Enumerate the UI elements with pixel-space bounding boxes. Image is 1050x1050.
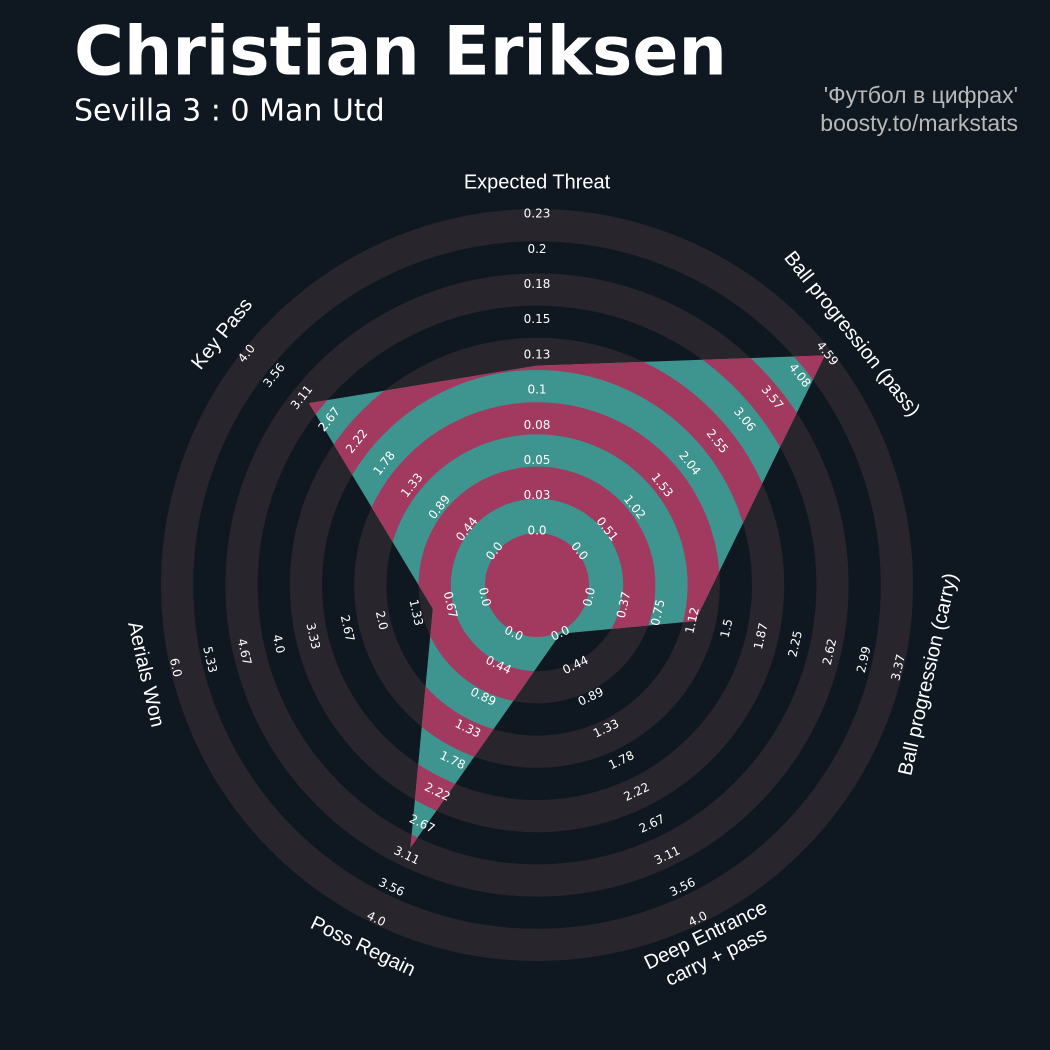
tick-label: 0.08 (524, 418, 551, 432)
credit: boosty.to/markstats (820, 110, 1018, 136)
ring (225, 273, 849, 897)
tick-label: 0.0 (527, 524, 546, 538)
tick-label: 5.33 (200, 645, 220, 674)
tick-label: 3.33 (303, 622, 323, 651)
tick-label: 4.0 (270, 633, 288, 655)
tick-label: 2.99 (854, 645, 874, 674)
tick-label: 2.25 (785, 629, 805, 658)
tick-label: 6.0 (167, 657, 185, 679)
chart-title: Christian Eriksen (74, 13, 727, 92)
tick-label: 2.67 (338, 614, 358, 643)
highlight-ring (485, 533, 589, 637)
tick-label: 0.37 (614, 590, 634, 619)
tick-label: 0.1 (527, 383, 546, 397)
tick-label: 0.75 (648, 598, 668, 627)
tick-label: 0.15 (524, 312, 551, 326)
tick-label: 3.37 (888, 653, 908, 682)
tick-label: 0.18 (524, 277, 551, 291)
ring (161, 209, 913, 961)
tick-label: 2.0 (373, 610, 391, 632)
tick-label: 1.87 (751, 622, 771, 651)
tick-label: 0.0 (476, 586, 494, 608)
ring (289, 337, 785, 833)
tick-label: 0.03 (524, 488, 551, 502)
credit: 'Футбол в цифрах' (824, 82, 1018, 108)
tick-label: 1.33 (406, 598, 426, 627)
tick-label: 0.2 (527, 242, 546, 256)
tick-label: 0.0 (580, 586, 598, 608)
axis-label: Expected Threat (464, 171, 611, 193)
tick-label: 1.12 (682, 606, 702, 635)
tick-label: 0.05 (524, 453, 551, 467)
tick-label: 0.67 (441, 590, 461, 619)
tick-label: 0.23 (524, 207, 551, 221)
tick-label: 2.62 (820, 637, 840, 666)
tick-label: 0.13 (524, 347, 551, 361)
tick-label: 1.5 (718, 617, 736, 639)
tick-label: 4.67 (235, 637, 255, 666)
chart-subtitle: Sevilla 3 : 0 Man Utd (74, 94, 385, 129)
